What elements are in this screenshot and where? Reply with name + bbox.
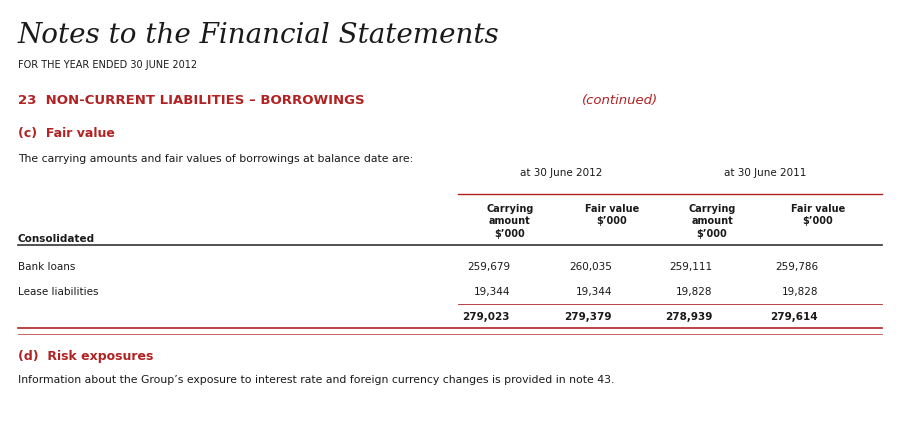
Text: 279,614: 279,614 xyxy=(770,312,818,322)
Text: 278,939: 278,939 xyxy=(664,312,712,322)
Text: (continued): (continued) xyxy=(582,94,658,107)
Text: 19,344: 19,344 xyxy=(575,287,612,297)
Text: 259,786: 259,786 xyxy=(775,262,818,272)
Text: Carrying
amount
$’000: Carrying amount $’000 xyxy=(486,204,534,239)
Text: 19,344: 19,344 xyxy=(473,287,510,297)
Text: Notes to the Financial Statements: Notes to the Financial Statements xyxy=(18,22,500,49)
Text: 19,828: 19,828 xyxy=(781,287,818,297)
Text: (c)  Fair value: (c) Fair value xyxy=(18,127,115,140)
Text: FOR THE YEAR ENDED 30 JUNE 2012: FOR THE YEAR ENDED 30 JUNE 2012 xyxy=(18,60,197,70)
Text: at 30 June 2012: at 30 June 2012 xyxy=(520,168,602,178)
Text: 279,379: 279,379 xyxy=(564,312,612,322)
Text: 19,828: 19,828 xyxy=(676,287,712,297)
Text: Fair value
$’000: Fair value $’000 xyxy=(585,204,639,226)
Text: 260,035: 260,035 xyxy=(569,262,612,272)
Text: Carrying
amount
$’000: Carrying amount $’000 xyxy=(688,204,735,239)
Text: Fair value
$’000: Fair value $’000 xyxy=(791,204,845,226)
Text: Lease liabilities: Lease liabilities xyxy=(18,287,98,297)
Text: 259,679: 259,679 xyxy=(467,262,510,272)
Text: Consolidated: Consolidated xyxy=(18,234,95,244)
Text: Bank loans: Bank loans xyxy=(18,262,76,272)
Text: 259,111: 259,111 xyxy=(669,262,712,272)
Text: at 30 June 2011: at 30 June 2011 xyxy=(724,168,806,178)
Text: 279,023: 279,023 xyxy=(463,312,510,322)
Text: (d)  Risk exposures: (d) Risk exposures xyxy=(18,350,153,363)
Text: 23  NON-CURRENT LIABILITIES – BORROWINGS: 23 NON-CURRENT LIABILITIES – BORROWINGS xyxy=(18,94,369,107)
Text: Information about the Group’s exposure to interest rate and foreign currency cha: Information about the Group’s exposure t… xyxy=(18,375,615,385)
Text: The carrying amounts and fair values of borrowings at balance date are:: The carrying amounts and fair values of … xyxy=(18,154,413,164)
